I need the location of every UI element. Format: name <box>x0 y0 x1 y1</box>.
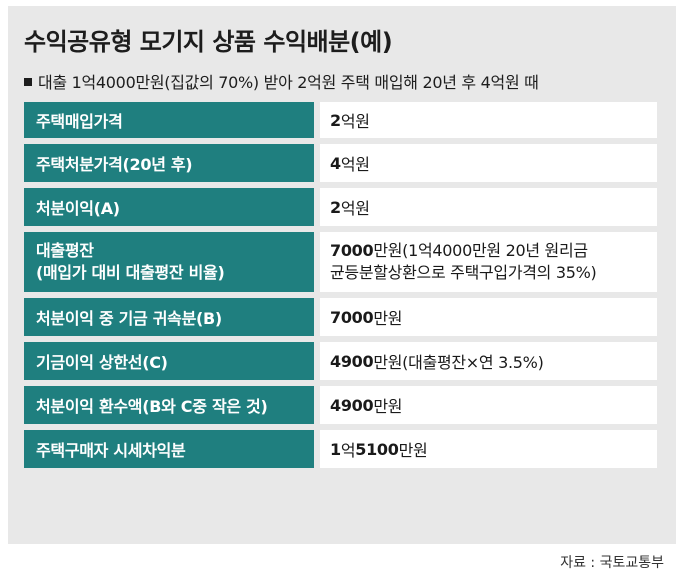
value-unit: 억원 <box>340 199 370 218</box>
value-unit: 만원 <box>373 397 403 416</box>
value-number: 4900 <box>330 351 374 371</box>
value-unit: 만원 <box>373 309 403 328</box>
value-number: 7000 <box>330 241 374 260</box>
value-line: 7000만원(1억4000만원 20년 원리금 <box>330 240 596 262</box>
table-row: 주택구매자 시세차익분 1 억 5100 만원 <box>24 430 657 468</box>
table-row: 주택처분가격(20년 후) 4 억원 <box>24 144 657 182</box>
value-number: 5100 <box>355 439 399 459</box>
table-row: 처분이익 환수액(B와 C중 작은 것) 4900 만원 <box>24 386 657 424</box>
value-number: 4900 <box>330 395 374 415</box>
row-label: 처분이익 환수액(B와 C중 작은 것) <box>24 386 314 424</box>
value-unit: 억원 <box>340 155 370 174</box>
value-number: 4 <box>330 153 341 173</box>
row-value: 7000 만원 <box>320 298 657 336</box>
source-credit: 자료 : 국토교통부 <box>560 555 664 571</box>
value-unit: 억원 <box>340 112 370 131</box>
row-value: 2 억원 <box>320 102 657 138</box>
table-row: 대출평잔 (매입가 대비 대출평잔 비율) 7000만원(1억4000만원 20… <box>24 232 657 292</box>
table-row: 처분이익 중 기금 귀속분(B) 7000 만원 <box>24 298 657 336</box>
row-value: 1 억 5100 만원 <box>320 430 657 468</box>
table-row: 주택매입가격 2 억원 <box>24 102 657 138</box>
value-line: 균등분할상환으로 주택구입가격의 35%) <box>330 263 597 282</box>
row-label-line: 대출평잔 <box>36 241 94 260</box>
row-value: 4900 만원 <box>320 386 657 424</box>
row-value: 2 억원 <box>320 188 657 226</box>
row-label: 처분이익 중 기금 귀속분(B) <box>24 298 314 336</box>
table-row: 처분이익(A) 2 억원 <box>24 188 657 226</box>
row-label: 처분이익(A) <box>24 188 314 226</box>
row-value: 4 억원 <box>320 144 657 182</box>
row-label: 주택구매자 시세차익분 <box>24 430 314 468</box>
subtitle: 대출 1억4000만원(집값의 70%) 받아 2억원 주택 매입해 20년 후… <box>24 69 539 93</box>
row-label-line: (매입가 대비 대출평잔 비율) <box>36 263 225 282</box>
profit-table: 주택매입가격 2 억원 주택처분가격(20년 후) 4 억원 처분이익(A) 2 억원… <box>24 102 657 468</box>
row-value: 7000만원(1억4000만원 20년 원리금 균등분할상환으로 주택구입가격의… <box>320 232 657 292</box>
value-number: 7000 <box>330 307 374 327</box>
value-number: 1 <box>330 439 341 459</box>
row-label: 대출평잔 (매입가 대비 대출평잔 비율) <box>24 232 314 292</box>
value-unit: 만원 <box>398 441 428 460</box>
row-label: 주택처분가격(20년 후) <box>24 144 314 182</box>
subtitle-text: 대출 1억4000만원(집값의 70%) 받아 2억원 주택 매입해 20년 후… <box>38 73 539 92</box>
value-number: 2 <box>330 197 341 217</box>
value-unit: 만원(1억4000만원 20년 원리금 <box>373 241 588 260</box>
row-value: 4900 만원(대출평잔×연 3.5%) <box>320 342 657 380</box>
value-number: 2 <box>330 110 341 130</box>
value-unit: 만원(대출평잔×연 3.5%) <box>373 353 544 372</box>
row-label: 주택매입가격 <box>24 102 314 138</box>
square-bullet-icon <box>24 78 32 86</box>
page-title: 수익공유형 모기지 상품 수익배분(예) <box>24 28 393 56</box>
value-unit: 억 <box>340 441 356 460</box>
table-row: 기금이익 상한선(C) 4900 만원(대출평잔×연 3.5%) <box>24 342 657 380</box>
row-label: 기금이익 상한선(C) <box>24 342 314 380</box>
